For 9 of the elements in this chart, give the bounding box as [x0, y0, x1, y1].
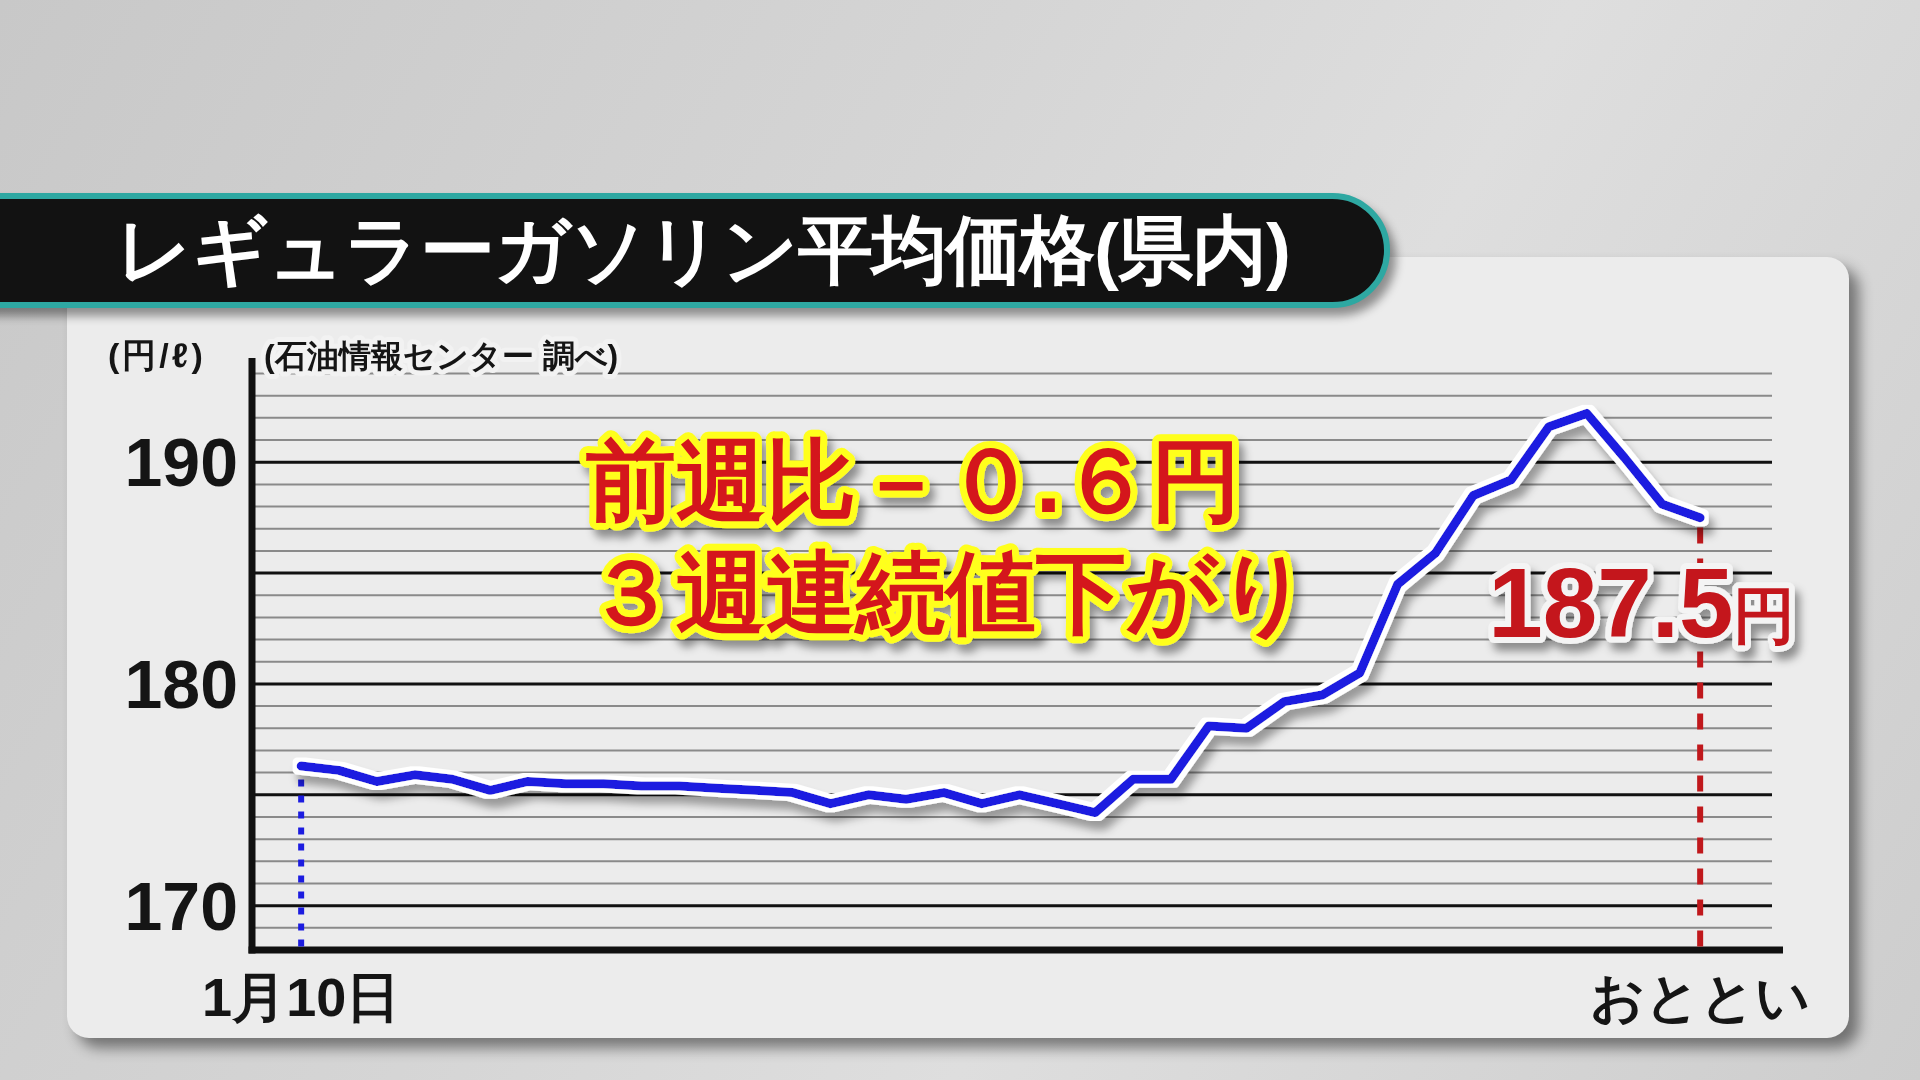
y-tick-label: 180 — [124, 645, 238, 722]
chart-title: レギュラーガソリン平均価格(県内) — [116, 207, 1290, 294]
x-tick-label: 1月10日 — [202, 967, 401, 1027]
annotation: 187.5円 — [1488, 547, 1796, 658]
x-tick-label: おととい — [1590, 967, 1811, 1027]
y-tick-label: 170 — [124, 867, 238, 944]
y-tick-label: 190 — [124, 424, 238, 501]
y-axis-title: (円/ℓ) — [108, 336, 206, 374]
annotation: (石油情報センター 調べ) — [264, 338, 619, 374]
